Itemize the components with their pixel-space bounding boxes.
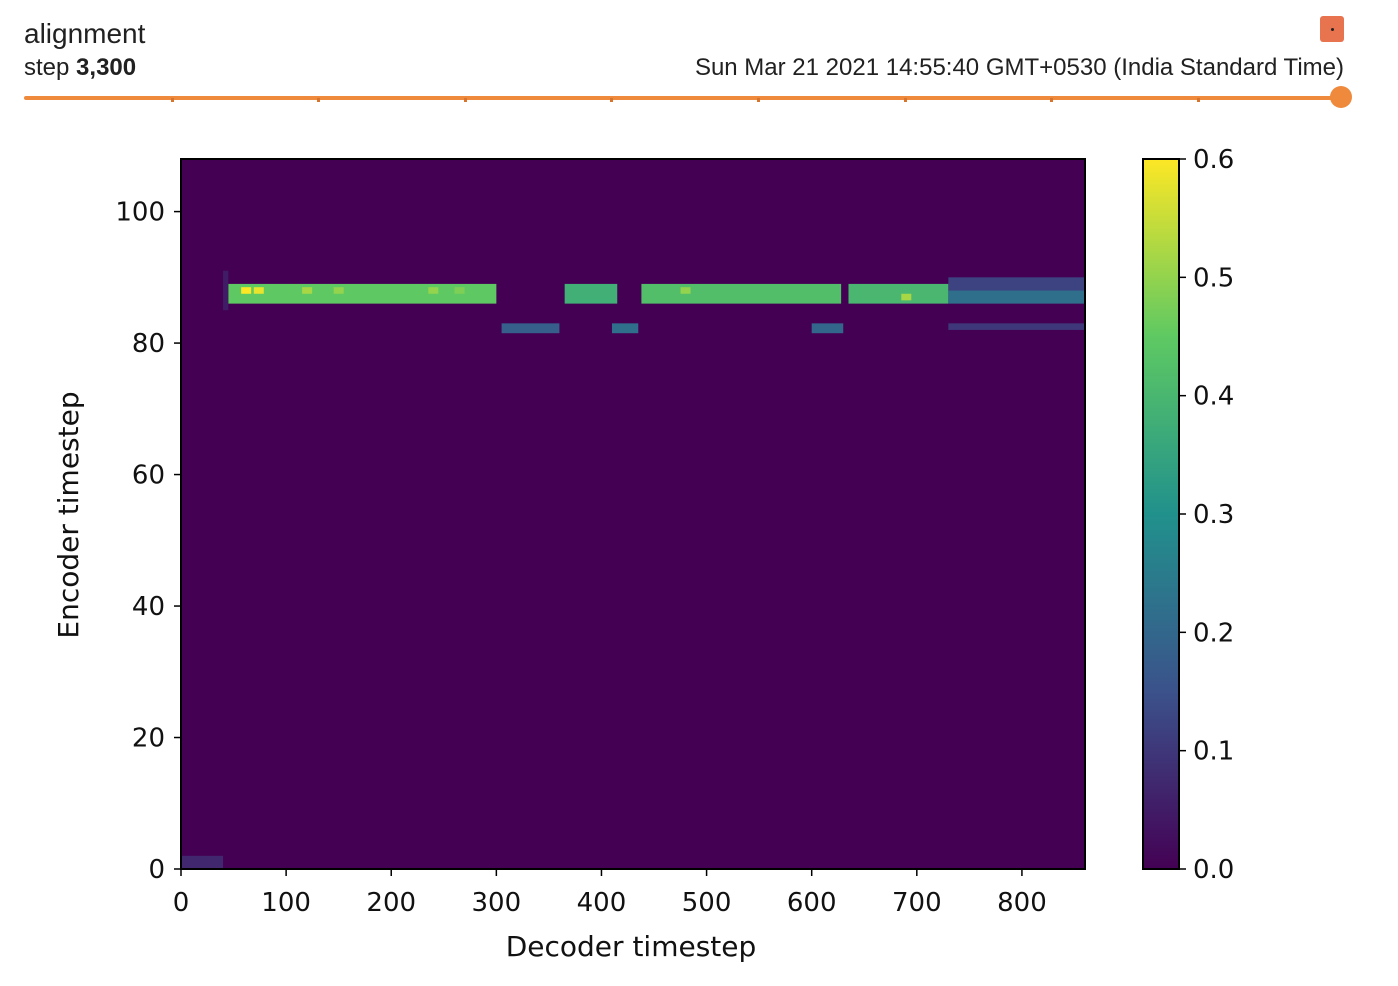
x-tick-label: 400	[577, 888, 627, 918]
y-axis-label: Encoder timestep	[52, 391, 85, 638]
heatmap-cell-band	[948, 323, 1085, 330]
heatmap-cell-band	[181, 855, 224, 869]
slider-tick	[1050, 98, 1053, 102]
x-tick-label: 700	[892, 888, 942, 918]
heatmap-plot-area	[181, 159, 1085, 869]
x-tick-label: 800	[997, 888, 1047, 918]
y-tick-label: 60	[132, 461, 165, 491]
x-tick-label: 100	[261, 888, 311, 918]
heatmap-cell-band	[948, 277, 1085, 291]
heatmap-peak-cell	[241, 287, 252, 294]
plot-frame	[180, 158, 1086, 870]
card-header: alignment step 3,300 Sun Mar 21 2021 14:…	[24, 14, 1352, 114]
y-tick-label: 0	[148, 855, 165, 885]
heatmap-cell-band	[948, 290, 1085, 304]
colorbar: 0.0 0.1 0.2 0.3 0.4 0.5 0.6	[1142, 145, 1234, 885]
heatmap-peak-cell	[901, 293, 912, 301]
colorbar-tick-label: 0.5	[1193, 263, 1234, 293]
slider-tick	[904, 98, 907, 102]
slider-tick	[757, 98, 760, 102]
colorbar-tick-label: 0.2	[1193, 618, 1234, 648]
y-tick-label: 20	[132, 724, 165, 754]
colorbar-tick-label: 0.1	[1193, 737, 1234, 767]
x-tick-label: 500	[682, 888, 732, 918]
colorbar-tick-label: 0.4	[1193, 382, 1234, 412]
heatmap-cell-band	[223, 270, 229, 311]
y-tick-label: 80	[132, 329, 165, 359]
x-tick-label: 600	[787, 888, 837, 918]
slider-tick	[171, 98, 174, 102]
step-label: step	[24, 54, 70, 81]
colorbar-tick-label: 0.3	[1193, 500, 1234, 530]
x-tick-label: 0	[173, 888, 190, 918]
slider-track[interactable]	[24, 96, 1338, 100]
slider-tick	[610, 98, 613, 102]
heatmap-cell-band	[564, 283, 618, 304]
y-tick-label: 100	[115, 198, 165, 228]
heatmap-cell-band	[611, 323, 639, 334]
heatmap-peak-cell	[454, 287, 465, 294]
step-value: 3,300	[76, 54, 137, 81]
heatmap-peak-cell	[253, 287, 264, 294]
heatmap-peak-cell	[333, 287, 344, 294]
heatmap-cell-band	[811, 323, 844, 334]
heatmap-cell-band	[848, 283, 949, 304]
step-slider[interactable]	[24, 84, 1352, 114]
x-axis-label: Decoder timestep	[506, 930, 757, 963]
heatmap-peak-cell	[428, 287, 439, 294]
heatmap-peak-cell	[302, 287, 313, 294]
step-indicator: step 3,300	[24, 54, 136, 82]
heatmap-cell-band	[501, 323, 560, 334]
x-tick-label: 200	[366, 888, 416, 918]
x-tick-label: 300	[472, 888, 522, 918]
colorbar-gradient	[1142, 158, 1180, 870]
slider-thumb[interactable]	[1330, 86, 1352, 108]
heatmap-cell-band	[641, 283, 842, 304]
slider-tick	[317, 98, 320, 102]
slider-tick	[464, 98, 467, 102]
wall-time: Sun Mar 21 2021 14:55:40 GMT+0530 (India…	[694, 54, 1344, 81]
heatmap-background	[181, 159, 1085, 869]
heatmap-peak-cell	[680, 287, 691, 294]
slider-tick	[1197, 98, 1200, 102]
heatmap-axes: 0 100 200 300 400 500 600 700 800 0 20 40 60 80 100	[115, 158, 1086, 918]
chart-title: alignment	[24, 18, 146, 49]
colorbar-tick-label: 0.6	[1193, 145, 1234, 175]
y-tick-label: 40	[132, 592, 165, 622]
alignment-heatmap-figure: 0 100 200 300 400 500 600 700 800 0 20 40 60 80 100 De…	[52, 145, 1234, 963]
card-menu-button[interactable]	[1320, 16, 1344, 42]
colorbar-tick-label: 0.0	[1193, 855, 1234, 885]
more-icon	[1331, 28, 1334, 31]
